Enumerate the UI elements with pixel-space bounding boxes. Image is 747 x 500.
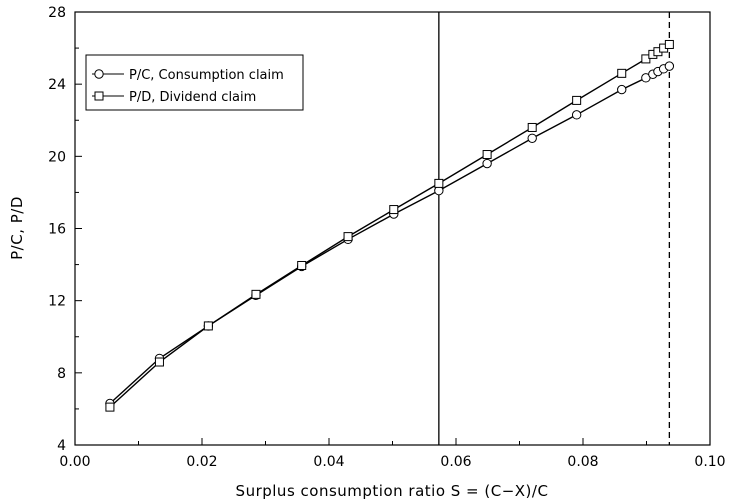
x-axis-ticks: 0.00 0.02 0.04 0.06 0.08 0.10 bbox=[59, 438, 726, 470]
data-point-dividend bbox=[389, 205, 399, 215]
y-tick-label: 12 bbox=[48, 294, 66, 310]
legend-label-consumption: P/C, Consumption claim bbox=[129, 68, 284, 83]
data-point-dividend bbox=[343, 232, 353, 242]
data-point-dividend bbox=[641, 54, 651, 64]
data-point-consumption bbox=[482, 158, 492, 169]
series-layer bbox=[105, 39, 675, 412]
x-tick-label: 0.02 bbox=[186, 454, 217, 470]
legend: P/C, Consumption claim P/D, Dividend cla… bbox=[85, 54, 304, 111]
x-tick-label: 0.08 bbox=[567, 454, 598, 470]
y-tick-label: 8 bbox=[57, 366, 66, 382]
x-tick-label: 0.00 bbox=[59, 454, 90, 470]
data-point-consumption bbox=[527, 133, 537, 143]
legend-marker-square bbox=[94, 91, 104, 101]
data-point-dividend bbox=[105, 402, 115, 412]
data-point-dividend bbox=[203, 321, 213, 331]
data-point-consumption bbox=[571, 110, 582, 120]
y-tick-label: 20 bbox=[48, 149, 66, 165]
series-line-consumption bbox=[109, 65, 670, 405]
data-point-dividend bbox=[434, 178, 444, 188]
y-tick-label: 28 bbox=[48, 5, 66, 21]
y-tick-label: 24 bbox=[48, 77, 66, 93]
x-tick-label: 0.10 bbox=[694, 454, 725, 470]
y-tick-label: 4 bbox=[57, 438, 66, 454]
data-point-dividend bbox=[617, 68, 627, 78]
data-point-dividend bbox=[527, 122, 537, 132]
legend-box bbox=[85, 54, 304, 111]
data-point-consumption bbox=[664, 61, 675, 71]
y-axis-title: P/C, P/D bbox=[8, 196, 26, 260]
data-point-dividend bbox=[482, 150, 492, 160]
x-axis-title: Surplus consumption ratio S = (C−X)/C bbox=[236, 482, 549, 500]
x-tick-label: 0.04 bbox=[313, 454, 344, 470]
legend-label-dividend: P/D, Dividend claim bbox=[129, 90, 256, 105]
data-point-dividend bbox=[572, 95, 582, 105]
data-point-dividend bbox=[664, 39, 674, 49]
data-point-dividend bbox=[251, 289, 261, 299]
data-point-dividend bbox=[154, 357, 164, 367]
data-point-dividend bbox=[297, 260, 307, 270]
legend-marker-circle bbox=[94, 69, 104, 79]
y-tick-label: 16 bbox=[48, 222, 66, 238]
data-point-consumption bbox=[617, 84, 627, 95]
y-axis-ticks: 4 8 12 16 20 24 28 bbox=[48, 5, 82, 454]
x-tick-label: 0.06 bbox=[440, 454, 471, 470]
reference-lines bbox=[438, 12, 671, 445]
